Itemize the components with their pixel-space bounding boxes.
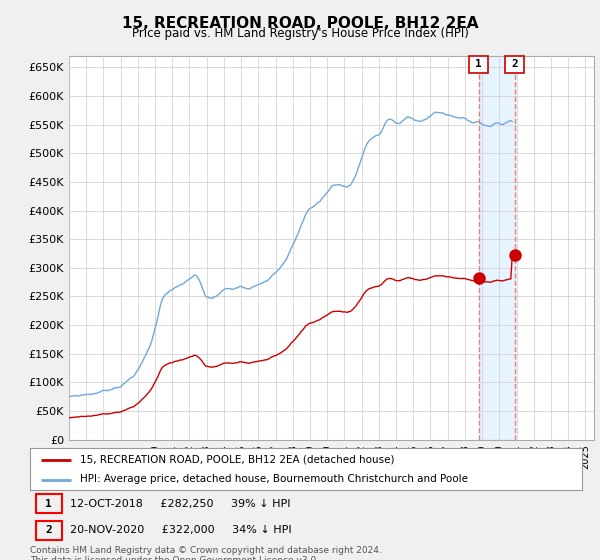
Bar bbox=[35, 521, 62, 540]
Text: 20-NOV-2020     £322,000     34% ↓ HPI: 20-NOV-2020 £322,000 34% ↓ HPI bbox=[70, 525, 292, 535]
Bar bbox=[505, 56, 524, 73]
Bar bbox=[35, 494, 62, 514]
Bar bbox=[469, 56, 488, 73]
Text: 1: 1 bbox=[475, 59, 482, 69]
Text: 1: 1 bbox=[46, 499, 52, 509]
Text: 15, RECREATION ROAD, POOLE, BH12 2EA (detached house): 15, RECREATION ROAD, POOLE, BH12 2EA (de… bbox=[80, 455, 394, 465]
Text: 12-OCT-2018     £282,250     39% ↓ HPI: 12-OCT-2018 £282,250 39% ↓ HPI bbox=[70, 499, 290, 509]
Text: 15, RECREATION ROAD, POOLE, BH12 2EA: 15, RECREATION ROAD, POOLE, BH12 2EA bbox=[122, 16, 478, 31]
Text: Contains HM Land Registry data © Crown copyright and database right 2024.
This d: Contains HM Land Registry data © Crown c… bbox=[30, 546, 382, 560]
Text: Price paid vs. HM Land Registry's House Price Index (HPI): Price paid vs. HM Land Registry's House … bbox=[131, 27, 469, 40]
Text: HPI: Average price, detached house, Bournemouth Christchurch and Poole: HPI: Average price, detached house, Bour… bbox=[80, 474, 467, 484]
Bar bbox=[479, 56, 515, 440]
Text: 2: 2 bbox=[46, 525, 52, 535]
Text: 2: 2 bbox=[511, 59, 518, 69]
